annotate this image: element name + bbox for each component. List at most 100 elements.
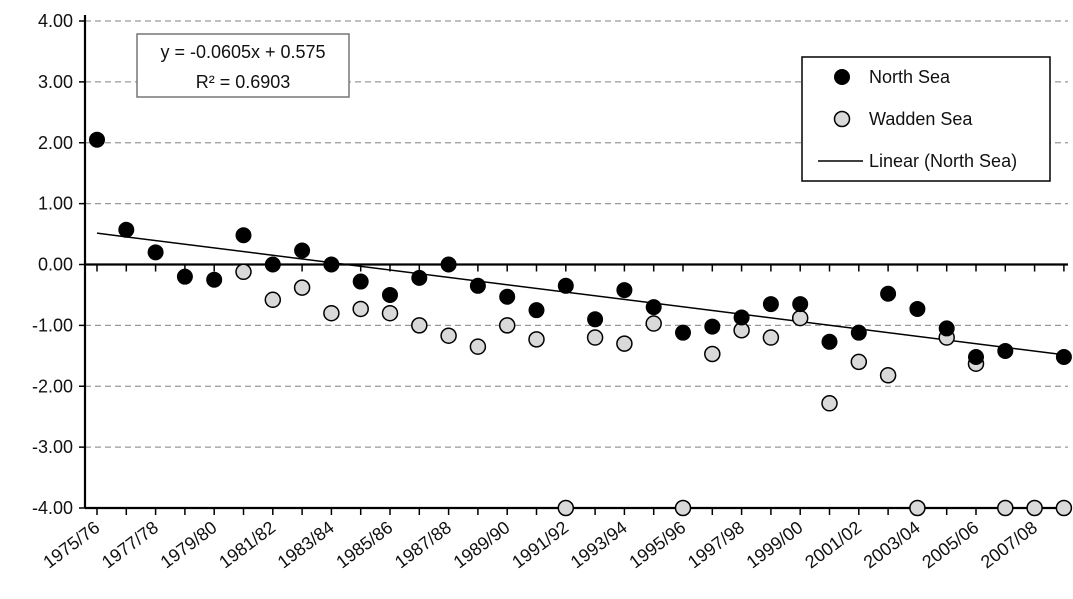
legend-label-north-sea: North Sea (869, 67, 951, 87)
point-north-sea (499, 288, 516, 305)
point-north-sea (762, 296, 779, 313)
point-wadden-sea (293, 279, 311, 296)
point-north-sea (1055, 349, 1072, 366)
point-north-sea (733, 309, 750, 326)
point-wadden-sea (381, 304, 399, 322)
y-tick-label: 1.00 (38, 194, 73, 214)
equation-box: y = -0.0605x + 0.575 R² = 0.6903 (136, 33, 350, 98)
point-wadden-sea (645, 315, 662, 332)
point-wadden-sea (498, 317, 516, 334)
trendline-layer (96, 232, 1064, 356)
x-tick-label: 2001/02 (801, 517, 865, 572)
point-north-sea (382, 286, 398, 303)
point-north-sea (89, 131, 105, 148)
point-north-sea (294, 242, 311, 259)
legend-marker-north-sea (834, 69, 850, 85)
point-north-sea (352, 273, 369, 290)
y-tick-label: -1.00 (32, 315, 73, 335)
point-north-sea (206, 271, 223, 288)
x-tick-label: 2003/04 (860, 517, 924, 572)
point-wadden-sea (674, 499, 692, 517)
point-north-sea (645, 299, 662, 316)
point-wadden-sea (791, 309, 809, 327)
y-tick-label: 2.00 (38, 133, 73, 153)
point-north-sea (235, 227, 252, 244)
legend: North Sea Wadden Sea Linear (North Sea) (801, 56, 1051, 182)
point-wadden-sea (352, 300, 369, 318)
point-wadden-sea (440, 327, 457, 344)
x-tick-label: 1989/90 (450, 517, 514, 572)
x-tick-label: 1993/94 (567, 517, 631, 572)
point-wadden-sea (821, 395, 838, 412)
point-wadden-sea (997, 499, 1014, 517)
x-tick-label: 1983/84 (274, 517, 338, 572)
point-wadden-sea (616, 335, 633, 352)
x-tick-label: 1985/86 (332, 517, 396, 572)
data-points (89, 131, 1073, 517)
legend-marker-wadden-sea (833, 110, 851, 128)
y-axis-ticks: 4.00 3.00 2.00 1.00 0.00 -1.00 -2.00 -3.00 -4.00 (32, 11, 85, 518)
x-tick-label: 1987/88 (391, 517, 455, 572)
y-tick-label: -4.00 (32, 498, 73, 518)
point-north-sea (587, 311, 604, 328)
point-wadden-sea (586, 329, 604, 346)
y-tick-label: 0.00 (38, 255, 73, 275)
point-north-sea (792, 296, 809, 313)
point-north-sea (616, 282, 633, 299)
point-wadden-sea (762, 329, 780, 346)
point-wadden-sea (1026, 499, 1043, 517)
x-tick-label: 1999/00 (743, 517, 807, 572)
x-tick-label: 1975/76 (39, 517, 103, 572)
point-north-sea (997, 342, 1014, 359)
x-tick-label: 2007/08 (977, 517, 1041, 572)
point-wadden-sea (235, 263, 252, 281)
point-wadden-sea (557, 499, 575, 517)
point-north-sea (176, 268, 193, 285)
y-tick-label: 4.00 (38, 11, 73, 31)
point-wadden-sea (264, 291, 282, 309)
legend-label-wadden-sea: Wadden Sea (869, 109, 973, 129)
point-north-sea (411, 269, 428, 286)
point-north-sea (147, 244, 164, 261)
equation-box-border (136, 33, 350, 98)
x-tick-label: 1979/80 (157, 517, 221, 572)
y-tick-label: -3.00 (32, 437, 73, 457)
x-tick-label: 1997/98 (684, 517, 748, 572)
point-wadden-sea (323, 304, 340, 322)
point-wadden-sea (469, 338, 487, 355)
point-north-sea (968, 349, 984, 366)
point-north-sea (909, 300, 926, 317)
point-wadden-sea (528, 331, 545, 348)
point-wadden-sea (909, 499, 926, 517)
point-wadden-sea (850, 353, 868, 371)
point-wadden-sea (411, 317, 428, 334)
y-tick-label: -2.00 (32, 376, 73, 396)
point-north-sea (323, 256, 340, 273)
r-squared-label: R² = 0.6903 (196, 72, 291, 92)
point-north-sea (264, 256, 281, 273)
legend-label-trendline: Linear (North Sea) (869, 151, 1017, 171)
point-north-sea (469, 277, 486, 294)
point-wadden-sea (1055, 499, 1073, 517)
point-north-sea (557, 277, 574, 294)
point-north-sea (938, 320, 955, 337)
point-north-sea (118, 221, 135, 238)
x-tick-label: 1981/82 (215, 517, 279, 572)
x-tick-label: 2005/06 (918, 517, 982, 572)
trendline-equation: y = -0.0605x + 0.575 (160, 42, 325, 62)
point-north-sea (704, 318, 721, 335)
x-tick-label: 1995/96 (625, 517, 689, 572)
y-tick-label: 3.00 (38, 72, 73, 92)
point-north-sea (821, 333, 838, 350)
trendline (96, 232, 1064, 356)
x-tick-label: 1977/78 (98, 517, 162, 572)
x-tick-label: 1991/92 (508, 517, 572, 572)
point-north-sea (880, 285, 897, 302)
point-wadden-sea (704, 345, 721, 363)
point-north-sea (528, 302, 545, 319)
point-north-sea (675, 324, 691, 341)
axes (83, 15, 1068, 510)
point-north-sea (850, 324, 867, 341)
point-north-sea (440, 256, 457, 273)
